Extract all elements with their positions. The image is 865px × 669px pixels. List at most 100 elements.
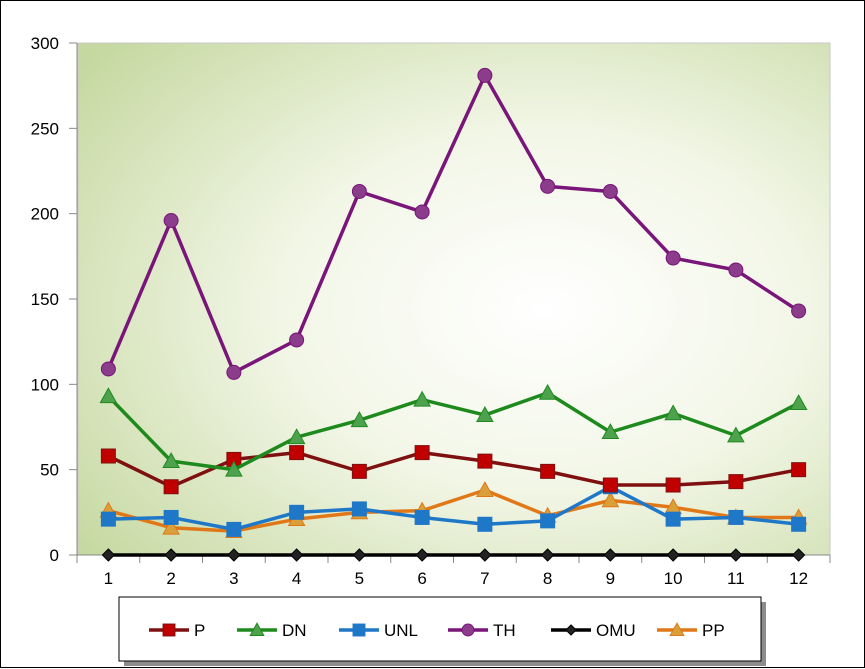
point-omu <box>666 548 680 562</box>
point-dn <box>162 452 180 469</box>
point-unl <box>289 504 305 520</box>
legend-swatch-marker <box>352 623 366 637</box>
y-tick-label: 250 <box>31 119 59 138</box>
legend-label: PP <box>702 621 725 640</box>
x-tick-label: 9 <box>606 569 615 588</box>
x-tick-label: 2 <box>166 569 175 588</box>
point-dn <box>413 390 431 407</box>
point-p <box>602 477 618 493</box>
point-dn <box>538 383 557 400</box>
point-unl <box>226 521 242 537</box>
point-p <box>665 477 681 493</box>
point-dn <box>476 406 494 422</box>
point-dn <box>789 394 808 411</box>
point-unl <box>728 509 744 525</box>
legend-items: P DN UNL TH OMU PP <box>149 621 725 640</box>
legend-item-th: TH <box>448 621 516 640</box>
point-omu <box>540 548 555 562</box>
series-p <box>100 445 807 495</box>
legend-swatch-marker <box>461 623 475 637</box>
y-tick-label: 200 <box>31 205 59 224</box>
point-omu <box>478 548 492 562</box>
legend-swatch-marker <box>669 622 685 636</box>
legend-swatch-marker <box>565 624 577 636</box>
point-p <box>414 445 430 461</box>
legend-label: UNL <box>384 621 418 640</box>
legend: P DN UNL TH OMU PP <box>118 596 766 666</box>
point-unl <box>414 509 430 525</box>
series-dn <box>99 383 808 477</box>
point-unl <box>665 511 681 527</box>
point-pp <box>601 491 620 508</box>
point-omu <box>729 548 743 562</box>
x-tick-label: 12 <box>789 569 808 588</box>
point-p <box>477 453 493 469</box>
series-line-p <box>107 450 799 489</box>
legend-item-p: P <box>149 621 205 640</box>
legend-label: P <box>194 621 205 640</box>
series-line-unl <box>108 484 799 532</box>
series-th <box>100 67 807 380</box>
y-tick-label: 150 <box>31 290 59 309</box>
legend-item-unl: UNL <box>339 621 418 640</box>
y-tick-label: 300 <box>31 34 59 53</box>
legend-label: OMU <box>596 621 636 640</box>
x-tick-label: 7 <box>480 569 489 588</box>
point-th <box>100 361 116 377</box>
point-omu <box>164 548 178 562</box>
legend-item-pp: PP <box>657 621 725 640</box>
point-pp <box>162 518 180 535</box>
point-omu <box>791 548 806 562</box>
series-layer <box>99 67 808 562</box>
point-omu <box>289 548 304 562</box>
point-th <box>351 183 367 199</box>
legend-label: TH <box>493 621 516 640</box>
point-th <box>226 364 242 380</box>
point-th <box>163 212 179 228</box>
point-th <box>414 204 430 220</box>
point-th <box>540 178 556 194</box>
point-unl <box>163 509 179 525</box>
point-p <box>100 448 116 464</box>
point-th <box>728 262 744 278</box>
point-th <box>602 183 618 199</box>
point-omu <box>101 548 116 562</box>
x-tick-label: 4 <box>292 569 301 588</box>
point-dn <box>727 426 745 443</box>
point-p <box>540 463 556 479</box>
point-unl <box>540 513 556 529</box>
x-tick-label: 6 <box>417 569 426 588</box>
y-tick-label: 50 <box>40 461 59 480</box>
point-omu <box>352 548 367 562</box>
point-unl <box>100 511 116 527</box>
point-p <box>163 479 179 495</box>
legend-swatch-marker <box>162 623 176 637</box>
point-dn <box>664 404 682 421</box>
point-dn <box>287 428 306 445</box>
legend-item-dn: DN <box>237 621 307 640</box>
x-tick-label: 5 <box>355 569 364 588</box>
x-tick-label: 1 <box>104 569 113 588</box>
point-th <box>289 332 305 348</box>
legend-swatch-marker <box>249 622 265 636</box>
x-tick-label: 3 <box>229 569 238 588</box>
x-tick-label: 10 <box>664 569 683 588</box>
point-p <box>351 463 367 479</box>
y-tick-label: 0 <box>50 546 59 565</box>
point-th <box>791 303 807 319</box>
point-omu <box>227 548 241 562</box>
point-unl <box>351 501 367 517</box>
point-pp <box>476 481 494 498</box>
legend-item-omu: OMU <box>551 621 636 640</box>
legend-label: DN <box>282 621 307 640</box>
point-omu <box>603 548 618 562</box>
x-tick-label: 8 <box>543 569 552 588</box>
series-unl <box>100 479 807 537</box>
series-omu <box>101 548 806 562</box>
x-tick-label: 11 <box>727 569 745 588</box>
point-unl <box>477 516 493 532</box>
point-dn <box>99 387 118 404</box>
point-omu <box>415 548 429 562</box>
point-th <box>477 67 493 83</box>
